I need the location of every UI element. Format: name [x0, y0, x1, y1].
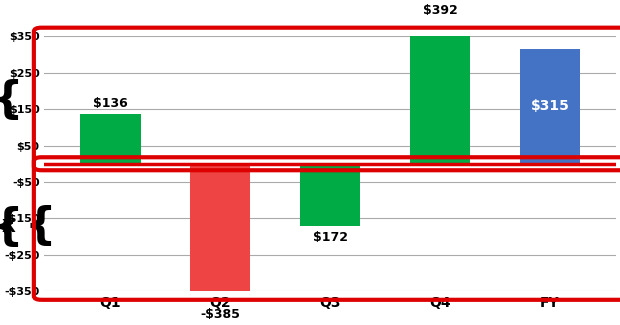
Text: {: { — [24, 205, 56, 248]
Text: $315: $315 — [531, 99, 569, 113]
Bar — [190, 164, 250, 304]
Bar — [520, 49, 580, 164]
Bar — [410, 21, 470, 164]
Text: {: { — [0, 206, 23, 249]
Bar — [80, 114, 141, 164]
Text: -X: -X — [0, 218, 16, 236]
Text: $136: $136 — [93, 97, 128, 110]
Text: -$385: -$385 — [200, 308, 240, 321]
Text: $172: $172 — [312, 231, 348, 244]
Text: {: { — [0, 79, 23, 122]
Text: $392: $392 — [423, 4, 458, 17]
Bar — [300, 164, 360, 226]
